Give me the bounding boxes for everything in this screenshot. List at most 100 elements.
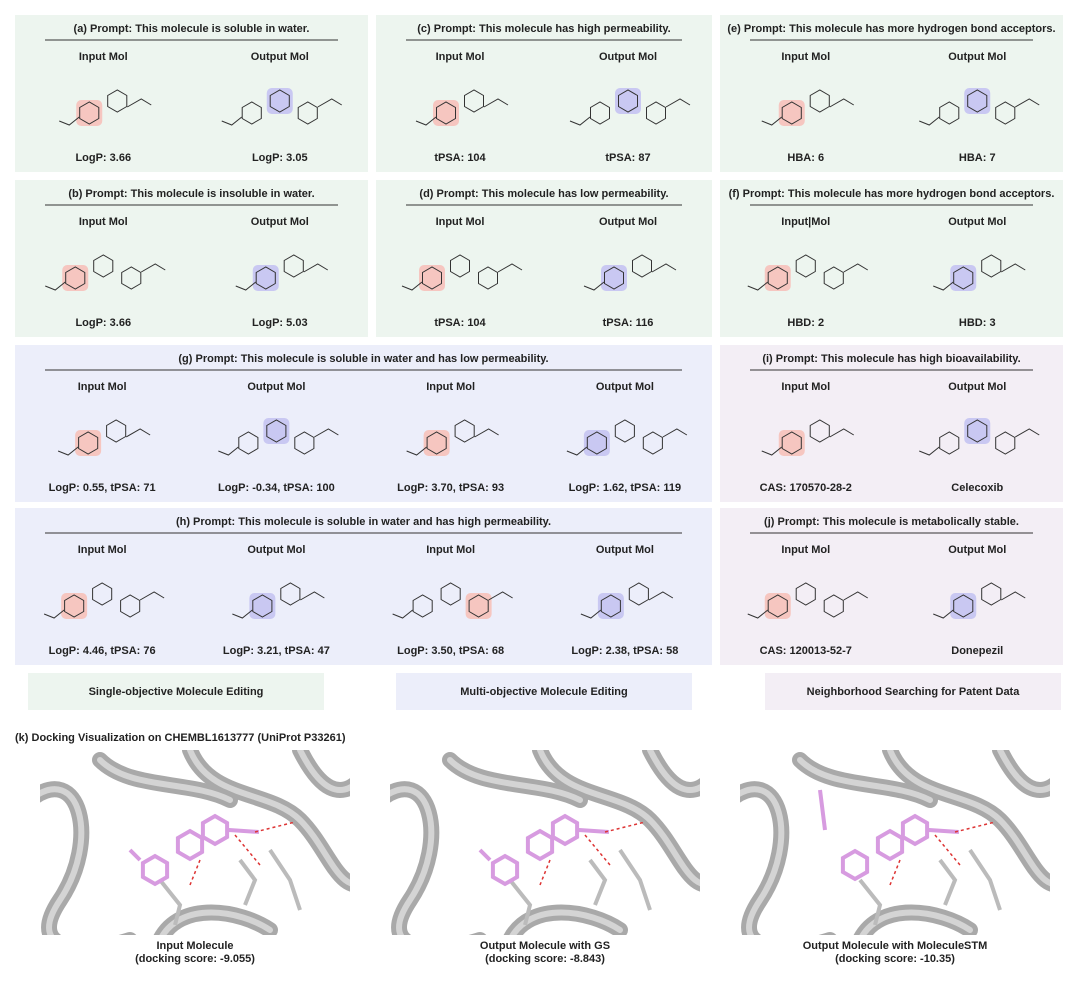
- ribbon-highlight: [537, 750, 700, 887]
- bond: [933, 263, 1026, 291]
- bond: [580, 591, 674, 619]
- ligand: [818, 789, 960, 882]
- mol-label: Input Mol: [781, 381, 830, 393]
- molecule-drawing: [933, 254, 1026, 291]
- bond: [569, 98, 691, 126]
- mol-property: LogP: 3.21, tPSA: 47: [223, 645, 330, 657]
- molecule-drawing: [45, 254, 166, 291]
- panel: [376, 180, 712, 337]
- ring: [107, 89, 128, 113]
- mol-property: LogP: 1.62, tPSA: 119: [569, 482, 681, 494]
- ribbon-highlight: [390, 786, 435, 935]
- molecule-drawing: [919, 418, 1040, 456]
- mol-label: Input Mol: [436, 216, 485, 228]
- ring: [995, 101, 1016, 125]
- mol-property: tPSA: 116: [603, 317, 654, 329]
- molecule-drawing: [235, 254, 329, 291]
- side-chains: [858, 848, 1002, 926]
- ring: [412, 594, 433, 618]
- ring: [106, 419, 127, 443]
- ribbon-highlight: [887, 750, 1050, 887]
- molecule-drawing: [57, 419, 151, 456]
- highlight: [615, 88, 641, 114]
- ring: [294, 431, 315, 455]
- mol-property: LogP: 3.05: [252, 152, 308, 164]
- mol-property: tPSA: 104: [434, 317, 486, 329]
- ring: [795, 254, 816, 278]
- ring: [967, 89, 988, 113]
- mol-property: HBD: 3: [959, 317, 996, 329]
- molecule-drawing: [392, 582, 513, 619]
- legend-label: Multi-objective Molecule Editing: [460, 686, 627, 698]
- bond: [919, 98, 1040, 126]
- docking-score: (docking score: -9.055): [135, 953, 255, 965]
- mol-property: tPSA: 87: [605, 152, 650, 164]
- ring: [121, 266, 142, 290]
- bond: [43, 591, 165, 619]
- bond: [919, 428, 1040, 456]
- ring: [995, 431, 1016, 455]
- mol-property: HBA: 6: [787, 152, 824, 164]
- mol-label: Output Mol: [948, 381, 1006, 393]
- panel-title: (d) Prompt: This molecule has low permea…: [419, 188, 668, 200]
- docking-score: (docking score: -8.843): [485, 953, 605, 965]
- mol-label: Output Mol: [948, 216, 1006, 228]
- ring: [450, 254, 470, 278]
- legend-label: Single-objective Molecule Editing: [89, 686, 264, 698]
- molecule-drawing: [406, 419, 499, 456]
- bond: [59, 98, 152, 126]
- mol-label: Output Mol: [251, 51, 309, 63]
- molecule-drawing: [583, 254, 677, 291]
- docking-image: [390, 750, 700, 935]
- ring: [120, 594, 141, 618]
- mol-property: CAS: 170570-28-2: [760, 482, 852, 494]
- bond: [406, 428, 499, 456]
- highlight: [75, 430, 102, 456]
- ring: [297, 101, 318, 125]
- ring: [604, 266, 624, 290]
- bond: [566, 428, 688, 456]
- highlight: [778, 430, 805, 456]
- ring: [600, 594, 621, 618]
- ring: [464, 89, 484, 113]
- highlight: [433, 100, 459, 126]
- ring: [767, 594, 788, 618]
- legend-box: [28, 673, 324, 710]
- bond: [392, 591, 513, 619]
- side-chains: [158, 848, 302, 926]
- ring: [632, 254, 652, 278]
- mol-label: Input Mol: [426, 544, 475, 556]
- mol-property: HBD: 2: [787, 317, 824, 329]
- bond: [415, 98, 509, 126]
- mol-label: Output Mol: [247, 381, 305, 393]
- mol-label: Output Mol: [599, 216, 657, 228]
- panel: [15, 180, 368, 337]
- highlight: [778, 100, 805, 126]
- highlight: [950, 265, 977, 291]
- highlight: [76, 100, 103, 126]
- molecule-drawing: [232, 582, 325, 619]
- mol-label: Output Mol: [948, 544, 1006, 556]
- ring: [981, 254, 1002, 278]
- docking-image: [740, 750, 1050, 935]
- panel: [376, 15, 712, 172]
- highlight: [964, 418, 991, 444]
- ring: [823, 266, 844, 290]
- mol-label: Input|Mol: [781, 216, 830, 228]
- hbond: [189, 821, 296, 886]
- ring: [939, 101, 960, 125]
- ring: [646, 101, 666, 125]
- ribbon-highlight: [997, 750, 1050, 793]
- ribbon-highlight: [647, 750, 700, 793]
- mol-label: Input Mol: [79, 51, 128, 63]
- ribbon-highlight: [187, 750, 350, 887]
- ring: [426, 431, 447, 455]
- ring: [283, 254, 304, 278]
- ring: [436, 101, 456, 125]
- highlight: [597, 593, 624, 619]
- highlight: [62, 265, 89, 291]
- mol-property: LogP: 3.66: [75, 317, 131, 329]
- ring: [628, 582, 649, 606]
- panel: [720, 180, 1063, 337]
